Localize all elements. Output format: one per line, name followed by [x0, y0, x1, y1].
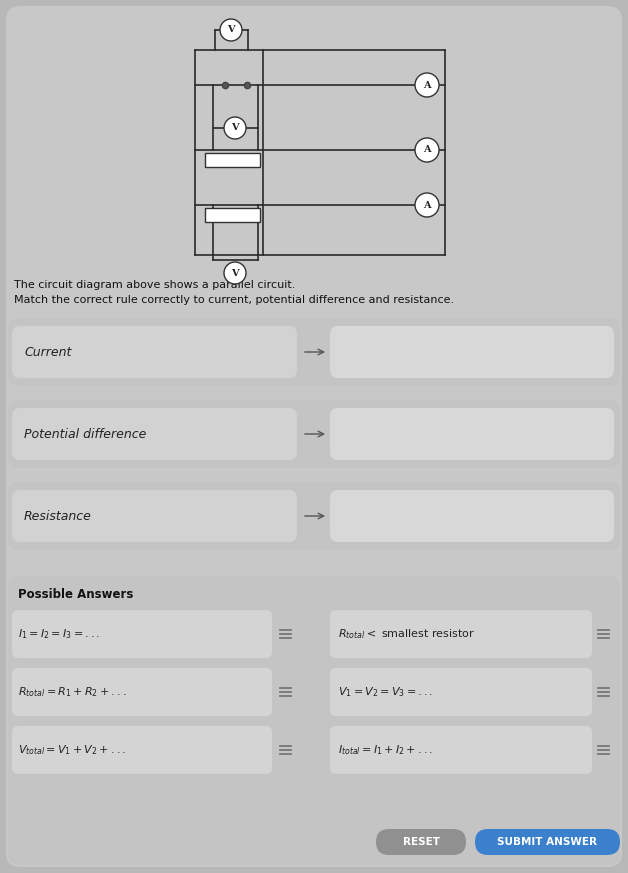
FancyBboxPatch shape: [330, 490, 614, 542]
Text: $V_{total} = V_1 + V_2 + ...$: $V_{total} = V_1 + V_2 + ...$: [18, 743, 126, 757]
Text: $V_1 = V_2 = V_3 = ...$: $V_1 = V_2 = V_3 = ...$: [338, 685, 433, 699]
Text: Potential difference: Potential difference: [24, 428, 146, 441]
Text: Resistance: Resistance: [24, 510, 92, 523]
Text: A: A: [423, 80, 431, 90]
FancyBboxPatch shape: [12, 726, 272, 774]
Text: $R_{total} < $ smallest resistor: $R_{total} < $ smallest resistor: [338, 627, 475, 641]
Text: The circuit diagram above shows a parallel circuit.: The circuit diagram above shows a parall…: [14, 280, 295, 290]
FancyBboxPatch shape: [330, 408, 614, 460]
FancyBboxPatch shape: [8, 482, 620, 550]
Text: $I_1 = I_2 = I_3 = ...$: $I_1 = I_2 = I_3 = ...$: [18, 627, 100, 641]
Text: Match the correct rule correctly to current, potential difference and resistance: Match the correct rule correctly to curr…: [14, 295, 454, 305]
Circle shape: [224, 262, 246, 284]
Text: V: V: [231, 269, 239, 278]
Text: Possible Answers: Possible Answers: [18, 588, 133, 601]
FancyBboxPatch shape: [12, 490, 297, 542]
FancyBboxPatch shape: [330, 326, 614, 378]
Bar: [205, 153, 260, 167]
Text: Current: Current: [24, 346, 72, 359]
Circle shape: [415, 73, 439, 97]
Bar: [205, 208, 260, 222]
FancyBboxPatch shape: [8, 400, 620, 468]
FancyBboxPatch shape: [12, 326, 297, 378]
Circle shape: [220, 19, 242, 41]
Text: V: V: [231, 123, 239, 133]
Circle shape: [224, 117, 246, 139]
FancyBboxPatch shape: [8, 576, 620, 865]
Text: A: A: [423, 146, 431, 155]
FancyBboxPatch shape: [12, 668, 272, 716]
Text: $R_{total} = R_1 + R_2 + ...$: $R_{total} = R_1 + R_2 + ...$: [18, 685, 127, 699]
FancyBboxPatch shape: [330, 610, 592, 658]
Text: A: A: [423, 201, 431, 210]
Circle shape: [415, 138, 439, 162]
FancyBboxPatch shape: [8, 318, 620, 386]
FancyBboxPatch shape: [330, 668, 592, 716]
Text: RESET: RESET: [403, 837, 440, 847]
Text: $I_{total} = I_1 + I_2 + ...$: $I_{total} = I_1 + I_2 + ...$: [338, 743, 433, 757]
FancyBboxPatch shape: [376, 829, 466, 855]
Circle shape: [415, 193, 439, 217]
FancyBboxPatch shape: [475, 829, 620, 855]
Text: SUBMIT ANSWER: SUBMIT ANSWER: [497, 837, 597, 847]
FancyBboxPatch shape: [12, 610, 272, 658]
Text: V: V: [227, 25, 235, 35]
FancyBboxPatch shape: [330, 726, 592, 774]
FancyBboxPatch shape: [12, 408, 297, 460]
FancyBboxPatch shape: [6, 6, 622, 867]
